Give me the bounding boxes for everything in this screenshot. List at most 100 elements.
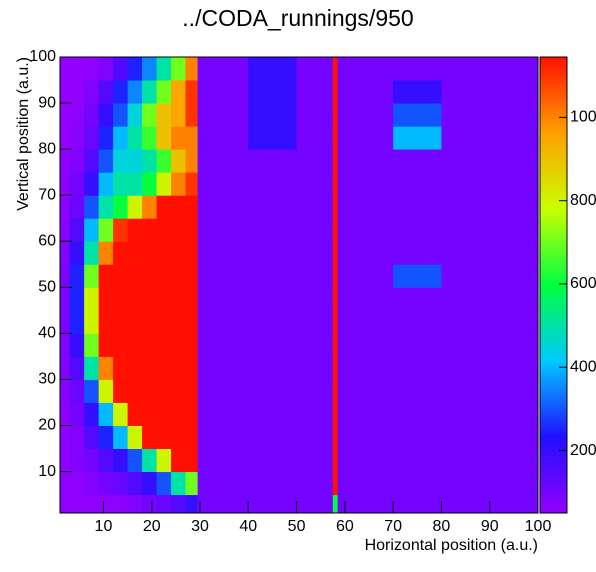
heat-cell bbox=[332, 425, 339, 450]
heat-cell bbox=[113, 471, 129, 496]
heat-cell bbox=[156, 333, 172, 357]
heat-cell bbox=[337, 287, 394, 311]
heat-cell bbox=[337, 149, 394, 173]
heat-cell bbox=[393, 241, 442, 265]
heat-cell bbox=[142, 448, 158, 473]
plot-frame bbox=[59, 56, 539, 514]
heat-cell bbox=[489, 287, 539, 311]
heat-cell bbox=[185, 126, 199, 150]
heat-cell bbox=[171, 103, 187, 127]
heat-cell bbox=[69, 218, 85, 242]
heat-cell bbox=[98, 494, 114, 514]
heat-cell bbox=[337, 494, 394, 514]
heat-cell bbox=[84, 448, 100, 473]
heat-cell bbox=[60, 149, 71, 173]
heat-cell bbox=[248, 172, 298, 196]
heat-cell bbox=[142, 264, 158, 288]
heat-cell bbox=[98, 57, 114, 81]
heat-cell bbox=[332, 80, 339, 104]
heat-cell bbox=[489, 126, 539, 150]
heat-cell bbox=[69, 103, 85, 127]
heat-cell bbox=[156, 195, 172, 219]
heat-cell bbox=[60, 494, 71, 514]
heat-cell bbox=[296, 356, 334, 380]
heat-cell bbox=[60, 264, 71, 288]
heat-cell bbox=[489, 149, 539, 173]
heat-cell bbox=[98, 402, 114, 426]
heat-cell bbox=[127, 80, 143, 104]
heat-cell bbox=[248, 149, 298, 173]
x-tick-label: 20 bbox=[143, 518, 161, 535]
heat-cell bbox=[393, 80, 442, 104]
heat-cell bbox=[296, 241, 334, 265]
y-tick-label: 20 bbox=[38, 417, 56, 434]
heat-cell bbox=[185, 402, 199, 426]
heat-cell bbox=[185, 356, 199, 380]
heat-cell bbox=[69, 126, 85, 150]
heat-cell bbox=[69, 149, 85, 173]
heat-cell bbox=[142, 333, 158, 357]
heat-cell bbox=[489, 218, 539, 242]
heat-cell bbox=[127, 241, 143, 265]
heat-cell bbox=[332, 218, 339, 242]
z-tick-label: 1000 bbox=[570, 109, 596, 126]
heat-cell bbox=[337, 356, 394, 380]
heat-cell bbox=[332, 287, 339, 311]
heat-cell bbox=[296, 402, 334, 426]
heat-cell bbox=[337, 195, 394, 219]
heat-cell bbox=[156, 379, 172, 403]
heat-cell bbox=[171, 80, 187, 104]
heat-cell bbox=[113, 402, 129, 426]
heat-cell bbox=[60, 356, 71, 380]
heat-cell bbox=[248, 264, 298, 288]
y-tick-label: 50 bbox=[38, 279, 56, 296]
heat-cell bbox=[197, 241, 249, 265]
heat-cell bbox=[142, 310, 158, 334]
heat-cell bbox=[337, 241, 394, 265]
heat-cell bbox=[69, 333, 85, 357]
heat-cell bbox=[393, 356, 442, 380]
heat-cell bbox=[248, 471, 298, 496]
heat-cell bbox=[197, 264, 249, 288]
heat-cell bbox=[142, 172, 158, 196]
heat-cell bbox=[142, 241, 158, 265]
y-tick-label: 60 bbox=[38, 232, 56, 249]
heat-cell bbox=[393, 287, 442, 311]
heat-cell bbox=[248, 333, 298, 357]
heat-cell bbox=[197, 333, 249, 357]
heat-cell bbox=[60, 425, 71, 450]
heat-cell bbox=[84, 103, 100, 127]
x-axis-title: Horizontal position (a.u.) bbox=[365, 537, 538, 554]
heat-cell bbox=[127, 448, 143, 473]
heat-cell bbox=[127, 333, 143, 357]
heat-cell bbox=[185, 172, 199, 196]
heat-cell bbox=[185, 379, 199, 403]
heat-cell bbox=[248, 103, 298, 127]
heat-cell bbox=[113, 287, 129, 311]
heat-cell bbox=[113, 356, 129, 380]
heat-cell bbox=[393, 57, 442, 81]
heat-cell bbox=[197, 218, 249, 242]
heat-cell bbox=[248, 126, 298, 150]
heat-cell bbox=[296, 218, 334, 242]
heat-cell bbox=[113, 103, 129, 127]
heat-cell bbox=[185, 103, 199, 127]
heat-cell bbox=[142, 356, 158, 380]
heat-cell bbox=[113, 195, 129, 219]
heat-cell bbox=[337, 172, 394, 196]
heat-cell bbox=[489, 195, 539, 219]
heat-cell bbox=[98, 379, 114, 403]
heat-cell bbox=[337, 126, 394, 150]
z-tick-label: 800 bbox=[570, 192, 596, 209]
heat-cell bbox=[113, 149, 129, 173]
heat-cell bbox=[296, 471, 334, 496]
heat-cell bbox=[113, 218, 129, 242]
heat-cell bbox=[337, 103, 394, 127]
heat-cell bbox=[142, 80, 158, 104]
heat-cell bbox=[84, 425, 100, 450]
heat-cell bbox=[197, 379, 249, 403]
heat-cell bbox=[332, 126, 339, 150]
heat-cell bbox=[127, 471, 143, 496]
heat-cell bbox=[441, 241, 491, 265]
heat-cell bbox=[489, 402, 539, 426]
